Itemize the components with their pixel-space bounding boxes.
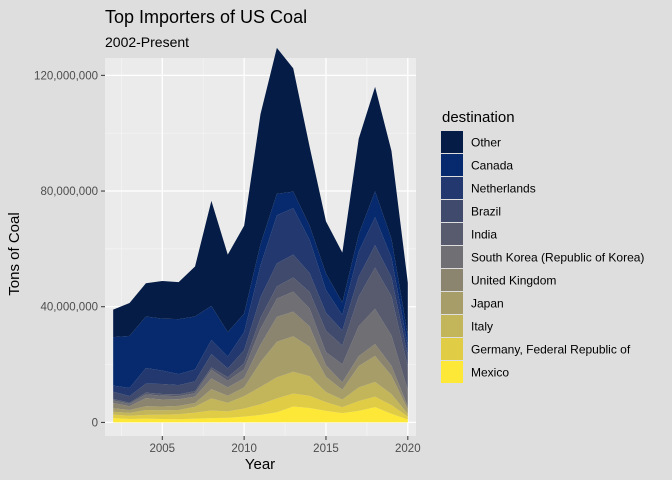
legend-label-netherlands: Netherlands	[471, 182, 536, 196]
legend-label-united-kingdom: United Kingdom	[471, 274, 556, 288]
x-tick-label: 2015	[313, 443, 339, 455]
legend-swatch-brazil	[441, 200, 463, 222]
y-axis-label: Tons of Coal	[6, 212, 23, 295]
area-netherlands	[113, 208, 408, 397]
y-tick-label: 120,000,000	[34, 70, 98, 82]
y-tick-label: 0	[92, 417, 98, 429]
legend-label-germany-federal-republic-of: Germany, Federal Republic of	[471, 343, 631, 357]
legend-swatch-united-kingdom	[441, 269, 463, 291]
legend-label-south-korea-republic-of-korea: South Korea (Republic of Korea)	[471, 251, 644, 265]
legend-swatch-india	[441, 223, 463, 245]
area-brazil	[113, 245, 408, 403]
area-other	[113, 47, 408, 338]
area-japan	[113, 336, 408, 414]
legend-swatch-south-korea-republic-of-korea	[441, 246, 463, 268]
legend-label-brazil: Brazil	[471, 205, 501, 219]
legend-label-other: Other	[471, 136, 501, 150]
area-india	[113, 267, 408, 404]
y-axis: 0 40,000,000 80,000,000 120,000,000	[34, 70, 105, 429]
legend-label-japan: Japan	[471, 297, 504, 311]
legend-swatch-germany-federal-republic-of	[441, 338, 463, 360]
legend-label-canada: Canada	[471, 159, 513, 173]
chart-title: Top Importers of US Coal	[105, 7, 307, 27]
legend-swatch-netherlands	[441, 177, 463, 199]
legend-swatch-canada	[441, 154, 463, 176]
legend-label-mexico: Mexico	[471, 366, 509, 380]
legend-label-italy: Italy	[471, 320, 493, 334]
x-tick-label: 2005	[149, 443, 175, 455]
x-tick-label: 2010	[231, 443, 257, 455]
x-axis-label: Year	[245, 456, 275, 473]
x-axis: 2005 2010 2015 2020	[149, 436, 421, 455]
chart-subtitle: 2002-Present	[105, 34, 189, 50]
area-italy	[113, 371, 408, 417]
area-canada	[113, 191, 408, 388]
area-united-kingdom	[113, 311, 408, 410]
legend: destination Other Canada Netherlands Brazil…	[441, 109, 644, 383]
y-tick-label: 80,000,000	[40, 186, 98, 198]
legend-swatch-other	[441, 131, 463, 153]
y-tick-label: 40,000,000	[40, 302, 98, 314]
area-germany-federal-republic-of	[113, 393, 408, 420]
area-south-korea-republic-of-korea	[113, 291, 408, 407]
legend-swatch-mexico	[441, 361, 463, 383]
area-mexico	[113, 406, 408, 423]
legend-swatch-italy	[441, 315, 463, 337]
stacked-areas	[113, 47, 408, 423]
legend-swatch-japan	[441, 292, 463, 314]
legend-label-india: India	[471, 228, 497, 242]
legend-title: destination	[442, 109, 515, 126]
x-tick-label: 2020	[395, 443, 421, 455]
